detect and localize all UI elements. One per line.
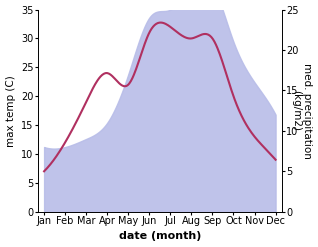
X-axis label: date (month): date (month): [119, 231, 201, 242]
Y-axis label: max temp (C): max temp (C): [5, 75, 16, 146]
Y-axis label: med. precipitation
(kg/m2): med. precipitation (kg/m2): [291, 63, 313, 159]
